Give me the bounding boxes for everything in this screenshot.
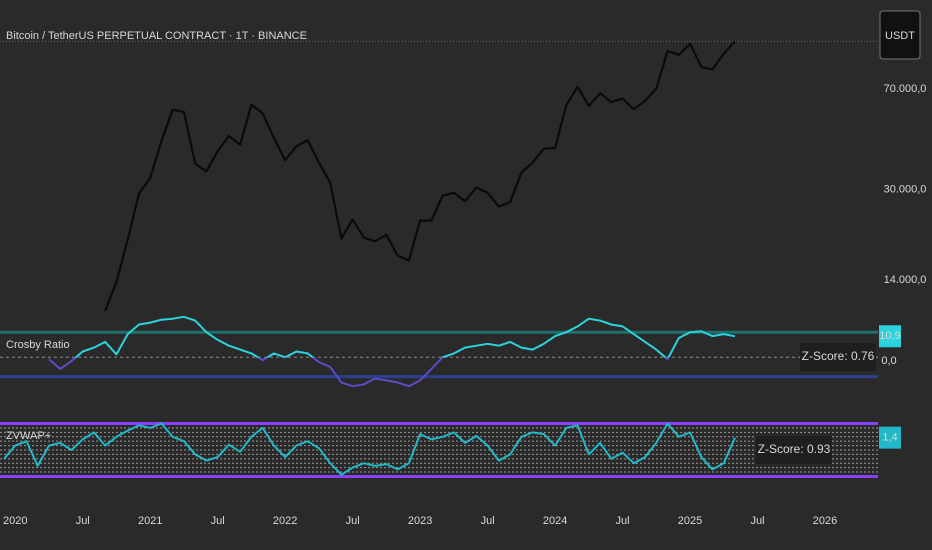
x-tick-label: 2023 [408,515,432,527]
chart-title: Bitcoin / TetherUS PERPETUAL CONTRACT · … [6,30,307,42]
pane-title: ZVWAP+ [6,430,51,442]
annotation: Z-Score: 0.93 [758,442,831,456]
x-tick-label: 2024 [543,515,567,527]
x-tick-label: Jul [616,515,630,527]
y-tick-label: 14.000,0 [884,274,927,286]
x-tick-label: Jul [751,515,765,527]
series-line [3,422,736,476]
x-tick-label: Jul [76,515,90,527]
x-tick-label: Jul [346,515,360,527]
currency-button[interactable] [879,10,921,60]
annotation-box [800,343,876,371]
x-tick-label: Jul [481,515,495,527]
last-value-box [879,426,901,449]
x-tick-label: 2020 [3,515,27,527]
series-line [104,40,736,312]
y-tick-label: 0,0 [881,355,896,367]
x-tick-label: 2022 [273,515,297,527]
last-value-box [879,325,901,348]
x-tick-label: 2025 [678,515,702,527]
annotation-box [756,436,832,464]
y-tick-label: 30.000,0 [884,183,927,195]
last-value-label: 1,4 [882,432,897,444]
pane-title: Crosby Ratio [6,339,70,351]
last-value-label: 10,9 [879,330,900,342]
x-tick-label: Jul [211,515,225,527]
x-tick-label: 2026 [813,515,837,527]
x-tick-label: 2021 [138,515,162,527]
series-line [48,315,736,388]
annotation: Z-Score: 0.76 [802,349,875,363]
currency-label[interactable]: USDT [885,30,915,42]
y-tick-label: 70.000,0 [884,83,927,95]
